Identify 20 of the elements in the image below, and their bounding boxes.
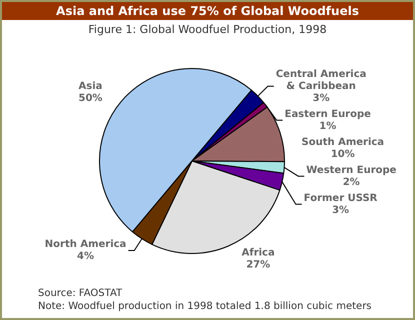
chart-title: Asia and Africa use 75% of Global Woodfuels	[2, 2, 413, 20]
slice-label: Western Europe	[306, 164, 397, 176]
data-label: 2%	[342, 176, 360, 188]
data-label: 1%	[319, 120, 336, 132]
slice-label: South America	[302, 136, 384, 148]
data-label: 3%	[332, 204, 350, 216]
slice-label: Former USSR	[304, 192, 378, 204]
slice-label: Eastern Europe	[284, 108, 372, 120]
data-label: 50%	[78, 93, 102, 104]
slice-label: Africa	[242, 248, 275, 259]
source-note: Source: FAOSTAT	[38, 287, 124, 300]
slice-label: Asia	[78, 81, 102, 92]
data-label: 4%	[77, 251, 94, 262]
slice-label: North America	[44, 239, 126, 250]
data-label: 3%	[312, 92, 330, 104]
slice-label: Central America & Caribbean	[276, 68, 366, 92]
data-label: 10%	[330, 148, 355, 160]
chart-subtitle: Figure 1: Global Woodfuel Production, 1998	[87, 23, 328, 38]
data-label: 27%	[246, 260, 270, 271]
text: Note: Woodfuel production in 1998 totaled 1.8 billion cubic meters	[38, 300, 372, 313]
